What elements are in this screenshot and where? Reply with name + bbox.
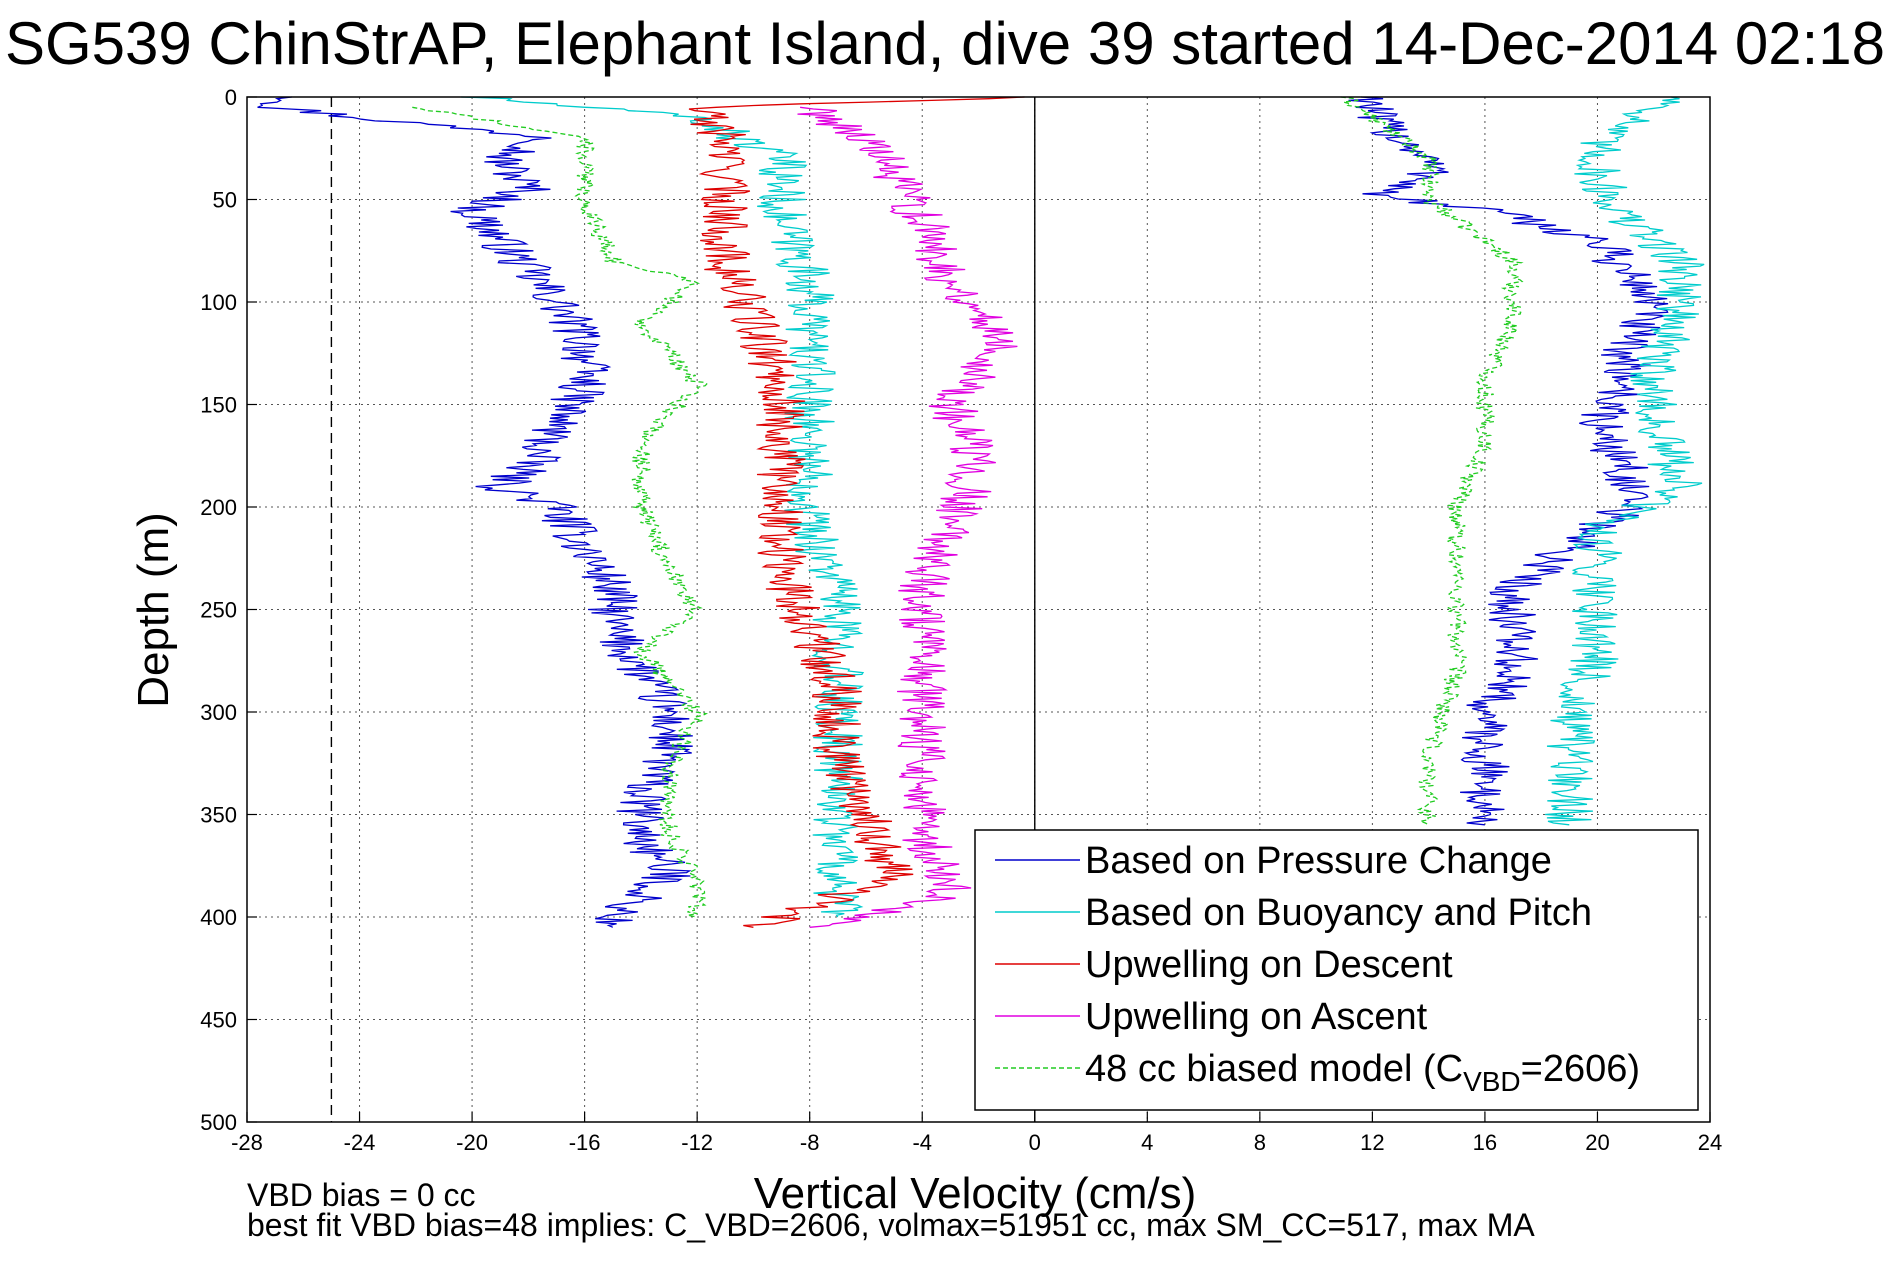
y-tick-label: 50 [213, 188, 237, 213]
series-line-2-descent [461, 96, 865, 918]
series-layer [257, 96, 1705, 928]
y-tick-label: 100 [200, 290, 237, 315]
x-tick-label: -20 [456, 1130, 488, 1155]
legend: Based on Pressure Change Based on Buoyanc… [974, 829, 1699, 1111]
x-tick-label: 4 [1141, 1130, 1153, 1155]
y-axis-ticks: 0 50 100 150 200 250 300 350 400 450 500 [200, 85, 257, 1135]
y-tick-label: 400 [200, 905, 237, 930]
annotation-vbd-bias: VBD bias = 0 cc [247, 1177, 476, 1213]
x-tick-label: -28 [231, 1130, 263, 1155]
x-tick-label: 24 [1698, 1130, 1722, 1155]
y-tick-label: 0 [225, 85, 237, 110]
x-tick-label: 8 [1254, 1130, 1266, 1155]
legend-label: Upwelling on Ascent [1085, 996, 1428, 1038]
annotation-best-fit: best fit VBD bias=48 implies: C_VBD=2606… [247, 1207, 1535, 1243]
x-axis-ticks: -28 -24 -20 -16 -12 -8 -4 0 4 8 12 16 20 24 [231, 1112, 1722, 1155]
legend-label: Based on Buoyancy and Pitch [1085, 892, 1592, 934]
y-tick-label: 200 [200, 495, 237, 520]
legend-label: 48 cc biased model (CVBD=2606) [1085, 1048, 1640, 1097]
series-line-1-descent [257, 96, 693, 928]
series-line-5-descent [412, 106, 709, 918]
x-tick-label: 0 [1029, 1130, 1041, 1155]
x-tick-label: 16 [1473, 1130, 1497, 1155]
legend-box [974, 829, 1699, 1111]
x-tick-label: 12 [1360, 1130, 1384, 1155]
x-tick-label: -24 [344, 1130, 376, 1155]
x-tick-label: -8 [800, 1130, 820, 1155]
x-tick-label: -4 [912, 1130, 932, 1155]
x-tick-label: 20 [1585, 1130, 1609, 1155]
y-tick-label: 350 [200, 803, 237, 828]
series-line-2-ascent [1545, 96, 1705, 826]
chart-title: SG539 ChinStrAP, Elephant Island, dive 3… [5, 10, 1885, 77]
x-tick-label: -12 [681, 1130, 713, 1155]
y-tick-label: 300 [200, 700, 237, 725]
y-tick-label: 150 [200, 393, 237, 418]
x-axis-label: Vertical Velocity (cm/s) [754, 1169, 1197, 1218]
series-line-5-ascent [1340, 96, 1524, 826]
legend-label: Based on Pressure Change [1085, 840, 1552, 882]
series-line-3-descent [688, 96, 1025, 928]
series-line-1-ascent [1348, 96, 1669, 826]
series-line-4-ascent [797, 106, 1018, 928]
y-tick-label: 250 [200, 598, 237, 623]
legend-label: Upwelling on Descent [1085, 944, 1453, 986]
y-tick-label: 500 [200, 1110, 237, 1135]
y-axis-label: Depth (m) [129, 512, 178, 708]
x-tick-label: -16 [569, 1130, 601, 1155]
y-tick-label: 450 [200, 1008, 237, 1033]
